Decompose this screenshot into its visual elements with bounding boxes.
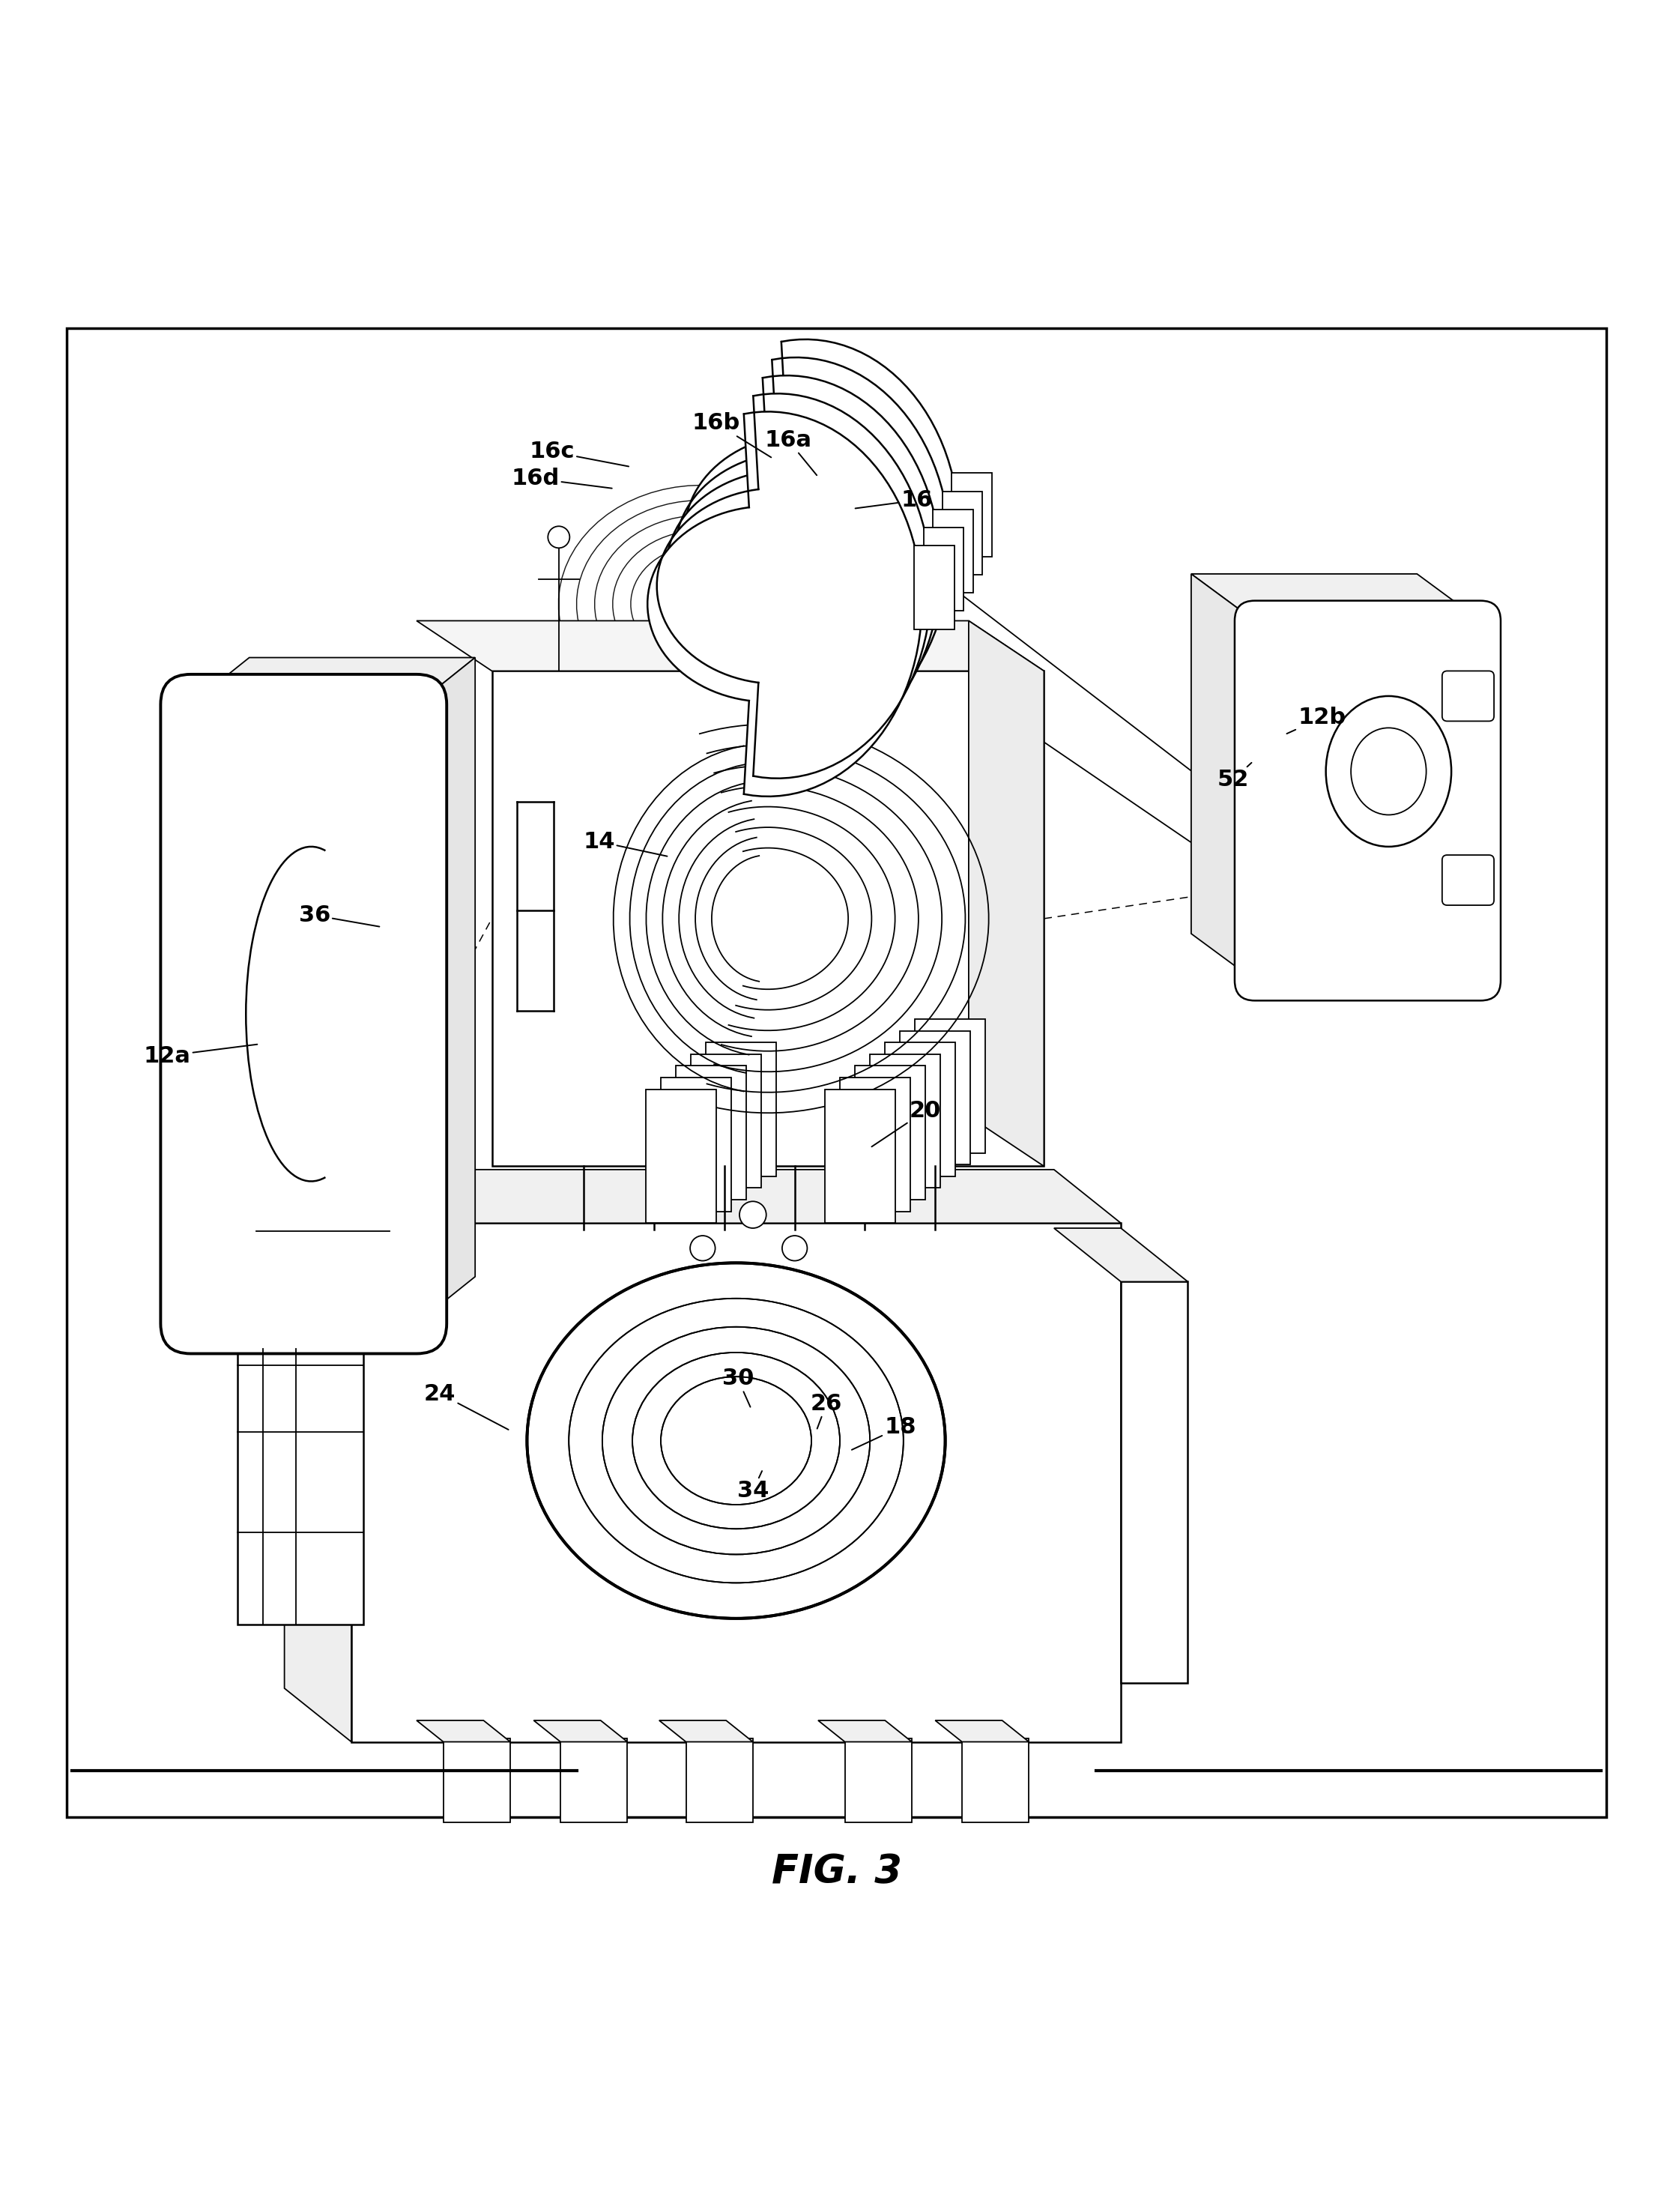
Polygon shape (666, 376, 940, 761)
Polygon shape (969, 622, 1044, 1166)
Ellipse shape (781, 1237, 806, 1261)
Ellipse shape (739, 1201, 766, 1228)
Bar (238, 1349, 363, 1624)
Bar (845, 1739, 912, 1823)
Polygon shape (952, 588, 1246, 880)
Bar (962, 1739, 1029, 1823)
Polygon shape (684, 338, 959, 723)
Bar (915, 1020, 985, 1152)
Text: 34: 34 (738, 1471, 768, 1502)
Text: 20: 20 (872, 1099, 940, 1146)
Bar (952, 473, 992, 557)
Text: 16d: 16d (512, 467, 612, 489)
Polygon shape (818, 1721, 912, 1741)
Polygon shape (657, 394, 932, 779)
Polygon shape (417, 657, 475, 1323)
Text: FIG. 3: FIG. 3 (771, 1854, 902, 1891)
Bar (1121, 1281, 1188, 1683)
Polygon shape (676, 358, 950, 743)
Bar (885, 1042, 955, 1177)
Bar (67, 327, 1606, 1816)
Text: 30: 30 (723, 1367, 753, 1407)
Polygon shape (1191, 573, 1255, 980)
Polygon shape (1191, 573, 1481, 622)
Ellipse shape (691, 1237, 716, 1261)
Bar (676, 1066, 746, 1199)
Bar (855, 1066, 925, 1199)
Bar (913, 546, 954, 628)
Polygon shape (659, 1721, 753, 1741)
Polygon shape (417, 1721, 510, 1741)
Polygon shape (284, 1170, 351, 1741)
Ellipse shape (1327, 697, 1452, 847)
Bar (443, 1739, 510, 1823)
Bar (706, 1042, 776, 1177)
Text: 16: 16 (855, 489, 934, 511)
Polygon shape (647, 411, 922, 796)
Bar (492, 670, 1044, 1166)
Text: 52: 52 (1218, 763, 1251, 790)
Ellipse shape (547, 526, 569, 549)
Text: 16a: 16a (765, 429, 816, 476)
Text: 24: 24 (425, 1382, 509, 1429)
Text: 16c: 16c (529, 440, 629, 467)
Text: 36: 36 (299, 905, 380, 927)
Ellipse shape (1352, 728, 1425, 814)
Polygon shape (417, 622, 1044, 670)
Bar (900, 1031, 970, 1164)
Polygon shape (935, 1721, 1029, 1741)
Text: 16b: 16b (693, 411, 771, 458)
Ellipse shape (527, 1263, 945, 1619)
Text: 14: 14 (582, 832, 668, 856)
Bar (923, 526, 964, 611)
Bar (560, 1739, 627, 1823)
Polygon shape (284, 1170, 1121, 1223)
Bar (691, 1055, 761, 1188)
Bar (646, 1088, 716, 1223)
Bar (840, 1077, 910, 1212)
Bar (686, 1739, 753, 1823)
FancyBboxPatch shape (1442, 856, 1494, 905)
Text: 12b: 12b (1287, 708, 1345, 734)
Bar (351, 1223, 1121, 1741)
FancyBboxPatch shape (161, 675, 447, 1354)
FancyBboxPatch shape (1235, 602, 1501, 1000)
Bar (870, 1055, 940, 1188)
FancyBboxPatch shape (1442, 670, 1494, 721)
Bar (661, 1077, 731, 1212)
Text: 12a: 12a (144, 1044, 258, 1066)
Polygon shape (534, 1721, 627, 1741)
Bar (942, 491, 982, 575)
Bar (934, 509, 974, 593)
Text: 18: 18 (852, 1416, 917, 1449)
Bar (825, 1088, 895, 1223)
Polygon shape (191, 657, 475, 703)
Text: 26: 26 (811, 1394, 842, 1429)
Polygon shape (1054, 1228, 1188, 1281)
